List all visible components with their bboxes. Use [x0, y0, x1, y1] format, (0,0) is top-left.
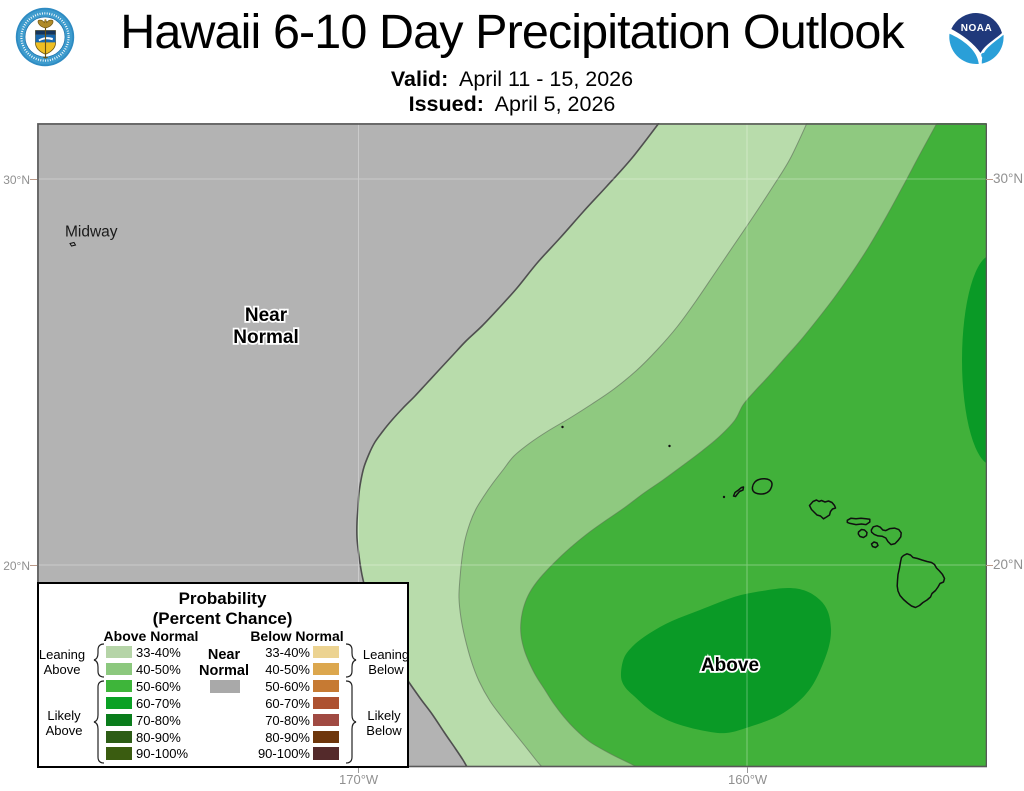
svg-text:NOAA: NOAA: [961, 23, 992, 34]
svg-text:Normal: Normal: [233, 327, 298, 348]
svg-text:Near: Near: [245, 305, 288, 326]
svg-text:Midway: Midway: [65, 224, 118, 241]
svg-text:Above: Above: [701, 655, 759, 676]
